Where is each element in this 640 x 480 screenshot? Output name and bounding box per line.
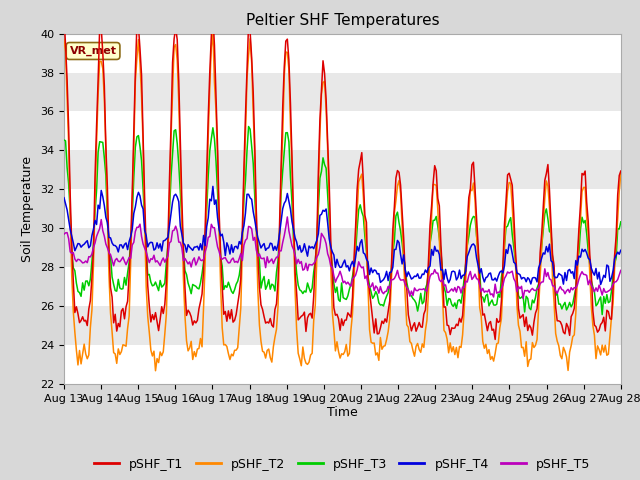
Bar bbox=[64, 345, 621, 384]
Title: Peltier SHF Temperatures: Peltier SHF Temperatures bbox=[246, 13, 439, 28]
Text: VR_met: VR_met bbox=[70, 46, 116, 56]
Bar bbox=[64, 189, 621, 228]
Y-axis label: Soil Temperature: Soil Temperature bbox=[22, 156, 35, 262]
X-axis label: Time: Time bbox=[327, 407, 358, 420]
Bar bbox=[64, 306, 621, 345]
Bar bbox=[64, 111, 621, 150]
Bar bbox=[64, 150, 621, 189]
Bar bbox=[64, 267, 621, 306]
Bar bbox=[64, 72, 621, 111]
Legend: pSHF_T1, pSHF_T2, pSHF_T3, pSHF_T4, pSHF_T5: pSHF_T1, pSHF_T2, pSHF_T3, pSHF_T4, pSHF… bbox=[89, 453, 596, 476]
Bar bbox=[64, 34, 621, 72]
Bar bbox=[64, 228, 621, 267]
